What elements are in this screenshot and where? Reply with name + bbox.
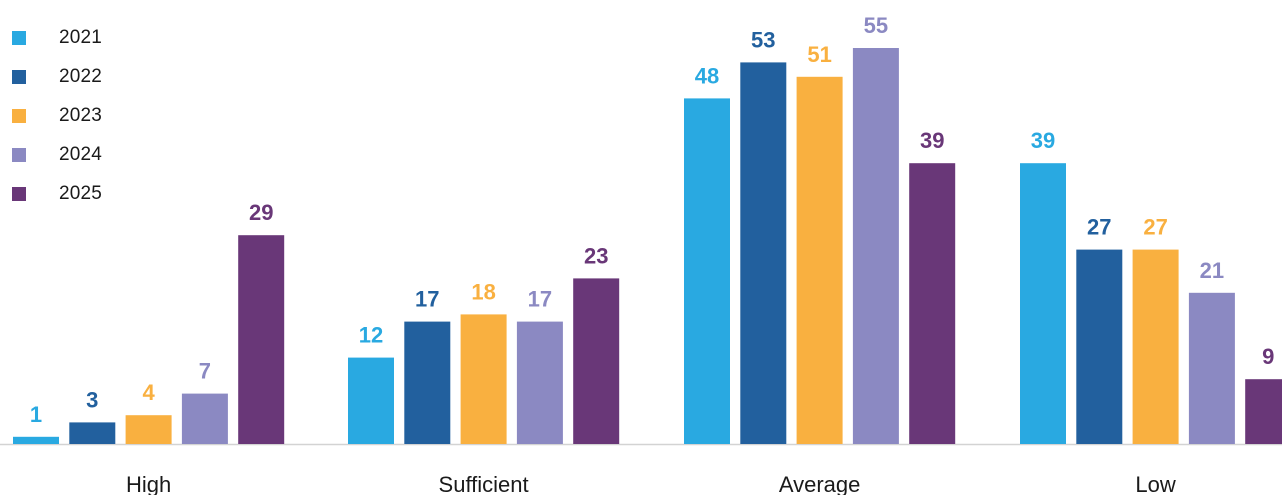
data-label: 39	[1031, 128, 1055, 153]
category-label: High	[126, 472, 171, 495]
bar	[740, 62, 787, 445]
data-label: 1	[30, 402, 42, 427]
data-label: 17	[528, 287, 552, 312]
category-label: Sufficient	[439, 472, 529, 495]
bar	[573, 278, 620, 444]
legend-swatch	[12, 186, 26, 201]
legend-swatch	[12, 147, 26, 162]
legend-swatch	[12, 30, 26, 45]
bar	[348, 357, 394, 444]
legend-label: 2023	[59, 104, 103, 126]
data-label: 23	[584, 243, 608, 268]
legend-label: 2024	[59, 143, 103, 165]
bar	[684, 98, 730, 445]
legend-item: 2021	[12, 18, 152, 57]
data-label: 7	[199, 359, 211, 384]
data-label: 9	[1262, 344, 1274, 369]
legend-label: 2025	[59, 182, 103, 204]
bar	[460, 314, 507, 444]
bar	[69, 422, 116, 444]
bar	[181, 393, 228, 444]
data-label: 27	[1143, 215, 1167, 240]
data-label: 21	[1200, 258, 1224, 283]
category-label: Low	[1135, 472, 1175, 495]
bar	[796, 76, 843, 445]
legend-item: 2022	[12, 57, 152, 96]
legend: 2021 2022 2023 2024 2025	[12, 18, 152, 213]
data-label: 18	[471, 279, 495, 304]
data-label: 48	[695, 63, 719, 88]
legend-item: 2024	[12, 135, 152, 174]
data-label: 17	[415, 287, 439, 312]
data-label: 39	[920, 128, 944, 153]
data-label: 12	[359, 323, 383, 348]
data-label: 51	[807, 42, 831, 67]
bar	[238, 235, 285, 444]
data-label: 53	[751, 27, 775, 52]
legend-label: 2021	[59, 26, 103, 48]
bar	[404, 321, 451, 444]
bar	[1245, 379, 1282, 444]
bar	[909, 163, 956, 444]
bar	[1188, 292, 1235, 444]
data-label: 29	[249, 200, 273, 225]
data-label: 55	[864, 13, 888, 38]
bar	[516, 321, 563, 444]
legend-swatch	[12, 108, 26, 123]
data-label: 4	[142, 380, 155, 405]
category-label: Average	[779, 472, 861, 495]
bar	[1020, 163, 1066, 444]
data-label: 27	[1087, 215, 1111, 240]
bar	[125, 415, 172, 444]
data-label: 3	[86, 387, 98, 412]
legend-swatch	[12, 69, 26, 84]
legend-item: 2023	[12, 96, 152, 135]
bar	[852, 48, 899, 444]
bar	[13, 436, 59, 444]
bar	[1076, 249, 1123, 444]
legend-item: 2025	[12, 174, 152, 213]
bar	[1132, 249, 1179, 444]
legend-label: 2022	[59, 65, 103, 87]
